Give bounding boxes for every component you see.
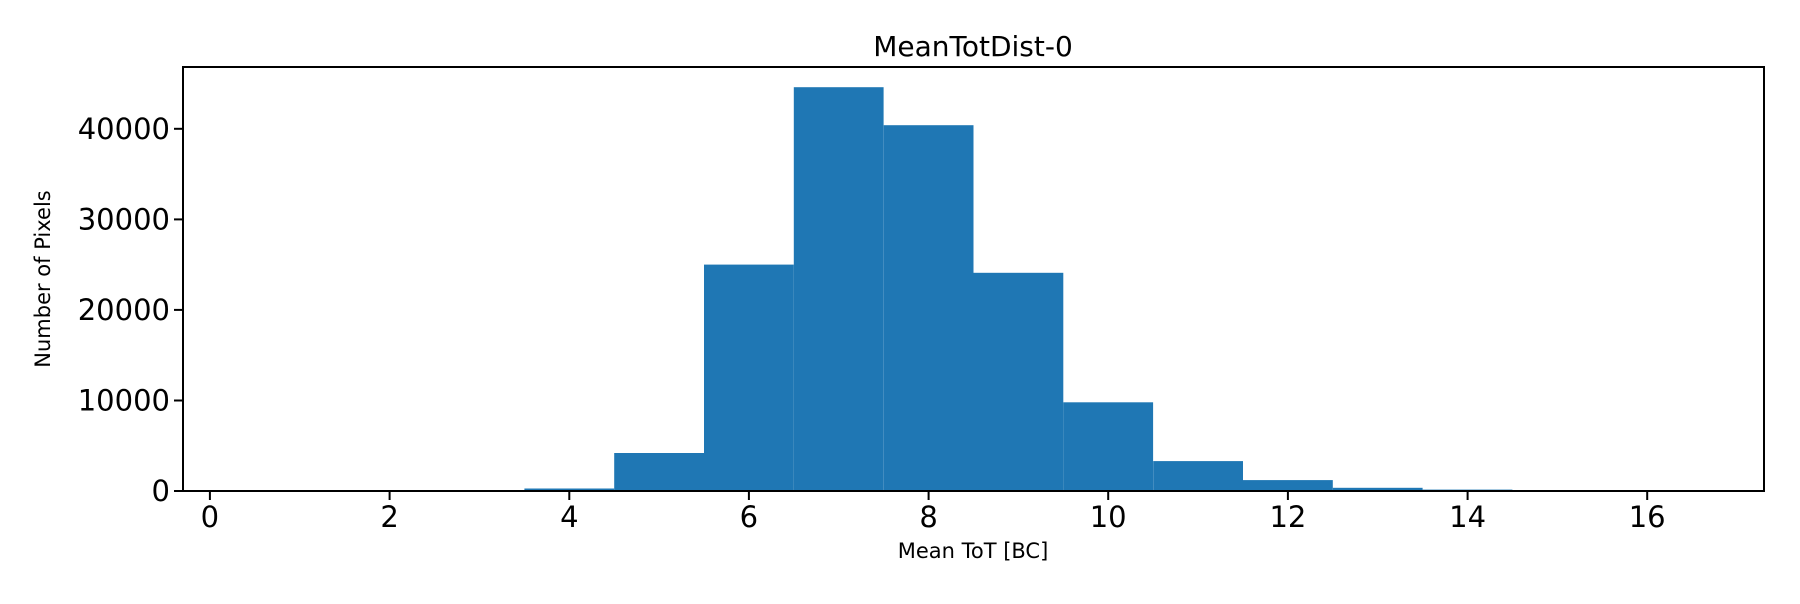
- bars-layer: [524, 87, 1603, 491]
- chart-title: MeanTotDist-0: [873, 30, 1073, 63]
- histogram-bar: [1332, 487, 1423, 491]
- x-tick-label: 0: [201, 500, 219, 534]
- ticks-layer: 0 2 4 6 8 10 12 14 16 0 10000 20000 30000 40000: [78, 112, 1666, 534]
- histogram-bar: [793, 87, 884, 491]
- y-axis-label: Number of Pixels: [31, 190, 55, 367]
- x-tick-label: 6: [740, 500, 758, 534]
- x-tick-label: 8: [919, 500, 937, 534]
- x-tick-label: 16: [1629, 500, 1666, 534]
- histogram-bar: [614, 453, 704, 491]
- x-tick-label: 2: [380, 500, 398, 534]
- histogram-bar: [524, 488, 615, 491]
- plot-border: [182, 66, 1765, 492]
- x-tick-label: 14: [1449, 500, 1486, 534]
- histogram-bar: [1063, 402, 1154, 491]
- histogram-bar: [973, 272, 1064, 491]
- y-tick-label: 0: [152, 474, 170, 508]
- y-tick-label: 40000: [78, 112, 170, 146]
- x-tick-label: 12: [1269, 500, 1306, 534]
- x-tick-label: 10: [1090, 500, 1127, 534]
- histogram-bar: [883, 125, 974, 491]
- x-tick-label: 4: [560, 500, 578, 534]
- histogram-bar: [1153, 461, 1243, 491]
- histogram-bar: [704, 264, 794, 491]
- x-axis-label: Mean ToT [BC]: [898, 539, 1049, 563]
- y-tick-label: 20000: [78, 293, 170, 327]
- y-tick-label: 30000: [78, 202, 170, 236]
- histogram-bar: [1243, 480, 1333, 491]
- y-tick-label: 10000: [78, 384, 170, 418]
